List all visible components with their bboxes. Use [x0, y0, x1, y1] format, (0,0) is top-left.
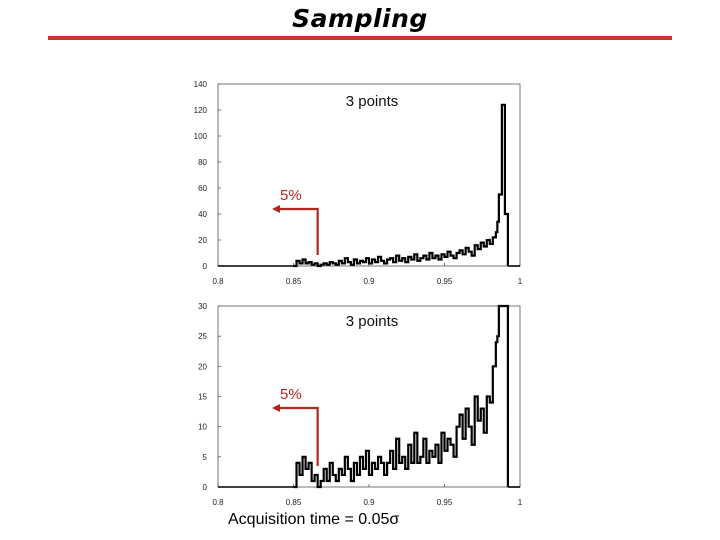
x-tick-label: 0.9 — [363, 498, 375, 507]
caption-text: Acquisition time = 0.05 — [228, 511, 390, 528]
points-annotation: 3 points — [346, 313, 399, 330]
x-tick-label: 0.95 — [437, 277, 453, 286]
series-line — [293, 103, 510, 268]
y-tick-label: 100 — [194, 132, 208, 141]
y-tick-label: 20 — [198, 362, 207, 371]
y-tick-label: 15 — [198, 393, 207, 402]
y-tick-label: 120 — [194, 106, 208, 115]
y-tick-label: 0 — [203, 483, 208, 492]
series-line — [293, 304, 510, 489]
x-tick-label: 0.85 — [286, 277, 302, 286]
y-tick-label: 25 — [198, 332, 207, 341]
y-tick-label: 40 — [198, 210, 207, 219]
title-rule — [48, 36, 672, 40]
five-percent-arrow — [272, 404, 319, 466]
chart-top: 0 20 40 60 80 100 120 140 0.8 0.85 0.9 0.95 1 3 point… — [194, 80, 523, 286]
five-percent-arrow — [272, 205, 319, 255]
x-tick-label: 0.8 — [212, 498, 224, 507]
x-tick-label: 1 — [518, 277, 523, 286]
sigma-symbol: σ — [389, 511, 400, 528]
y-tick-label: 140 — [194, 80, 208, 89]
y-tick-label: 10 — [198, 423, 207, 432]
x-tick-label: 0.8 — [212, 277, 224, 286]
five-percent-label: 5% — [280, 386, 302, 403]
y-tick-label: 20 — [198, 236, 207, 245]
y-tick-label: 60 — [198, 184, 207, 193]
acquisition-caption: Acquisition time = 0.05σ — [228, 511, 399, 529]
points-annotation: 3 points — [346, 93, 399, 110]
chart-bottom: 0 5 10 15 20 25 30 0.8 0.85 0.9 0.95 1 3 points 5% — [198, 302, 523, 507]
x-tick-label: 1 — [518, 498, 523, 507]
y-tick-label: 0 — [203, 262, 208, 271]
y-tick-label: 5 — [203, 453, 208, 462]
x-tick-label: 0.9 — [363, 277, 375, 286]
y-tick-label: 80 — [198, 158, 207, 167]
y-tick-label: 30 — [198, 302, 207, 311]
x-tick-label: 0.85 — [286, 498, 302, 507]
slide-title: Sampling — [292, 4, 428, 33]
x-tick-label: 0.95 — [437, 498, 453, 507]
plot-frame — [217, 83, 521, 267]
five-percent-label: 5% — [280, 187, 302, 204]
